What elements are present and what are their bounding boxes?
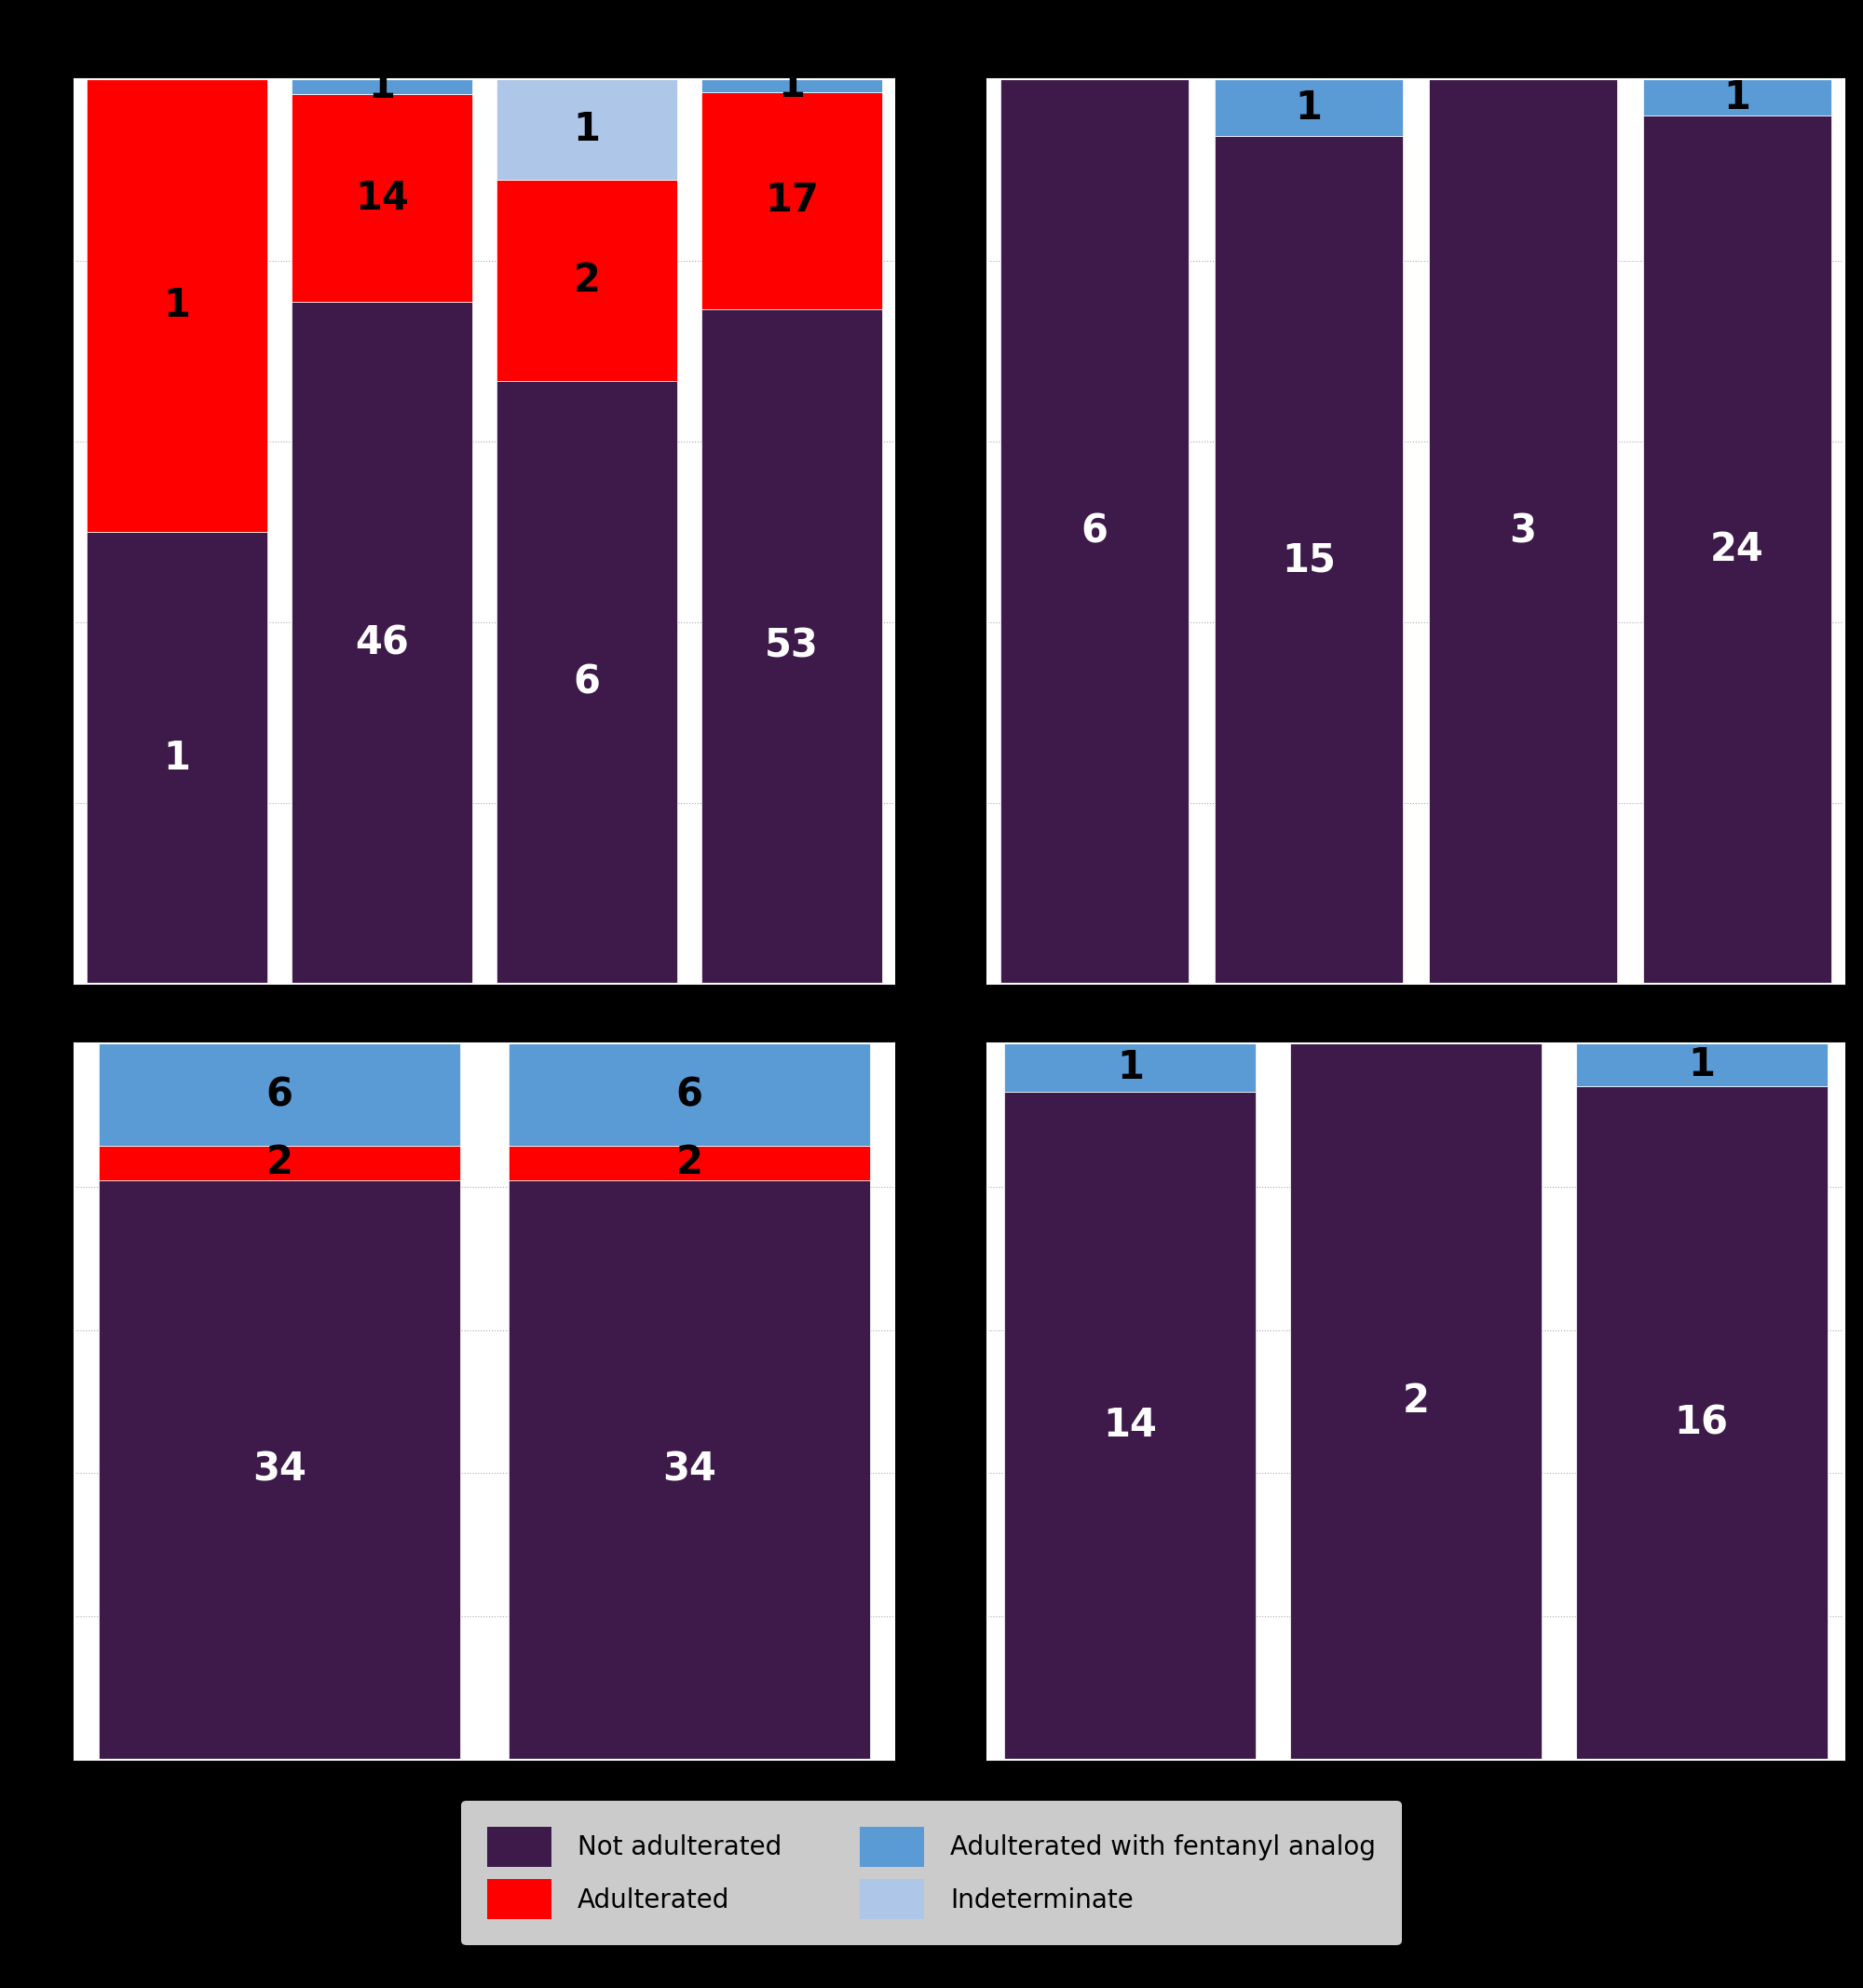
Text: 2: 2 <box>574 260 600 300</box>
Text: 34: 34 <box>253 1449 306 1489</box>
Bar <box>1004 1091 1256 1759</box>
Bar <box>509 1044 870 1145</box>
Text: 14: 14 <box>356 179 408 219</box>
Bar <box>99 1181 460 1759</box>
Bar <box>702 91 881 308</box>
Text: 3: 3 <box>1509 513 1537 551</box>
Bar <box>497 382 676 984</box>
Bar <box>1291 1044 1541 1759</box>
Bar <box>292 302 471 984</box>
Text: 2: 2 <box>676 1143 702 1183</box>
Text: 17: 17 <box>766 181 820 221</box>
Bar <box>1429 80 1617 984</box>
Bar <box>88 531 266 984</box>
Text: 1: 1 <box>779 66 805 105</box>
Text: 1: 1 <box>164 738 190 777</box>
Text: 6: 6 <box>574 662 600 702</box>
Text: 14: 14 <box>1103 1406 1157 1445</box>
Bar <box>292 80 471 93</box>
Bar <box>1000 80 1189 984</box>
Text: 24: 24 <box>1710 531 1764 569</box>
Text: 1: 1 <box>1688 1046 1716 1083</box>
Text: 1: 1 <box>164 286 190 326</box>
Text: 53: 53 <box>766 626 818 666</box>
Bar <box>1004 1044 1256 1091</box>
Text: 15: 15 <box>1282 541 1336 580</box>
Text: 2: 2 <box>1403 1382 1429 1421</box>
Bar <box>99 1044 460 1145</box>
Bar <box>497 80 676 181</box>
Text: 1: 1 <box>1723 78 1751 117</box>
Bar <box>702 80 881 91</box>
Text: 1: 1 <box>1295 87 1323 127</box>
Text: 2: 2 <box>266 1143 292 1183</box>
Bar <box>1215 80 1403 135</box>
Bar <box>88 80 266 531</box>
Text: 6: 6 <box>676 1076 702 1115</box>
Bar <box>702 308 881 984</box>
Text: 16: 16 <box>1675 1404 1729 1441</box>
Bar <box>1576 1085 1828 1759</box>
Bar <box>1643 115 1831 984</box>
Bar <box>497 181 676 382</box>
Text: 1: 1 <box>574 109 600 149</box>
Bar <box>509 1145 870 1181</box>
Text: 34: 34 <box>663 1449 715 1489</box>
Text: 46: 46 <box>356 624 408 662</box>
Bar <box>509 1181 870 1759</box>
Text: 1: 1 <box>1116 1048 1144 1087</box>
Bar <box>99 1145 460 1181</box>
Bar <box>1215 135 1403 984</box>
Text: 1: 1 <box>369 68 395 107</box>
Bar <box>292 93 471 302</box>
Text: 6: 6 <box>266 1076 292 1115</box>
Bar <box>1576 1044 1828 1085</box>
Legend: Not adulterated, Adulterated, Adulterated with fentanyl analog, Indeterminate: Not adulterated, Adulterated, Adulterate… <box>462 1801 1401 1944</box>
Text: 6: 6 <box>1081 513 1108 551</box>
Bar <box>1643 80 1831 115</box>
